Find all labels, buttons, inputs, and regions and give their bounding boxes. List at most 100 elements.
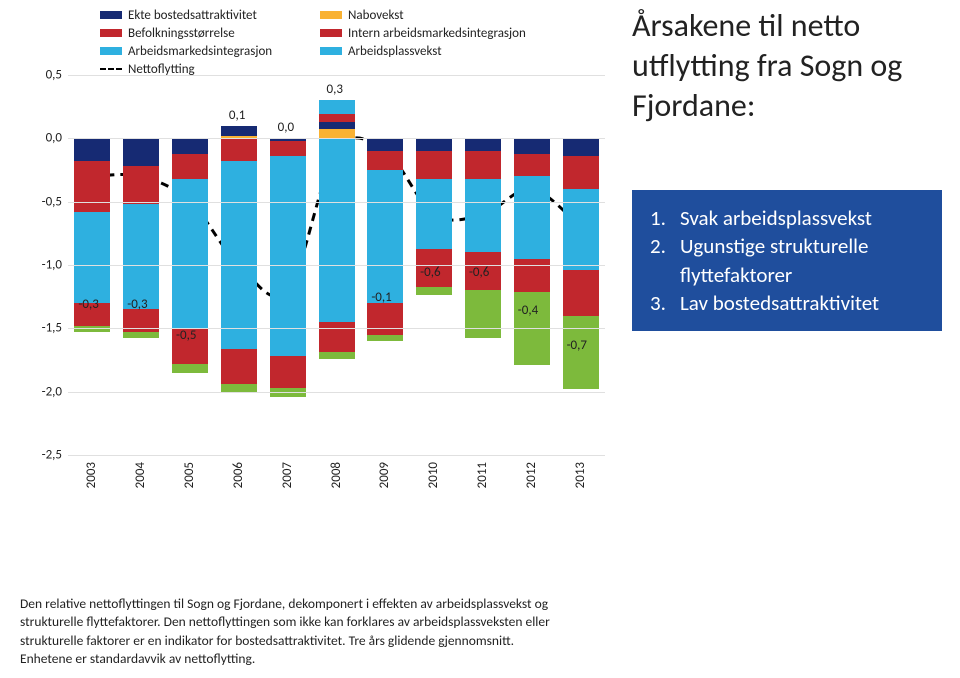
bar-segment xyxy=(172,364,208,373)
x-tick-label: 2004 xyxy=(133,462,148,488)
summary-row: 1. Svak arbeidsplassvekst xyxy=(650,204,928,232)
bar-segment xyxy=(172,138,208,153)
bar-segment xyxy=(367,151,403,170)
summary-row: 3.Lav bostedsattraktivitet xyxy=(650,289,928,317)
bar-segment xyxy=(514,154,550,177)
bar-segment xyxy=(172,154,208,179)
legend-swatch xyxy=(320,29,342,37)
y-tick-label: -1,5 xyxy=(42,321,62,336)
bar-segment xyxy=(465,179,501,252)
y-tick-label: -0,5 xyxy=(42,194,62,209)
bar-segment xyxy=(270,356,306,388)
legend-swatch xyxy=(320,11,342,19)
bar-segment xyxy=(74,138,110,161)
legend-item: Arbeidsplassvekst xyxy=(320,42,570,60)
bar-segment xyxy=(221,126,257,136)
gridline xyxy=(68,328,605,329)
legend-dashline xyxy=(100,68,122,70)
legend-item: Befolkningsstørrelse xyxy=(100,24,310,42)
x-tick-label: 2007 xyxy=(280,462,295,488)
bar-segment xyxy=(367,138,403,151)
x-tick-label: 2009 xyxy=(377,462,392,488)
value-label: -0,7 xyxy=(567,338,587,353)
gridline xyxy=(68,75,605,76)
bar-segment xyxy=(514,138,550,153)
bar-segment xyxy=(563,138,599,156)
x-tick-label: 2010 xyxy=(426,462,441,488)
gridline xyxy=(68,455,605,456)
bar-segment xyxy=(319,122,355,130)
x-tick-label: 2008 xyxy=(329,462,344,488)
bar-segment xyxy=(74,161,110,212)
bar-segment xyxy=(319,129,355,138)
bar-segment xyxy=(367,170,403,303)
summary-text: Svak arbeidsplassvekst xyxy=(680,204,872,232)
summary-row: 2.Ugunstige strukturelle flyttefaktorer xyxy=(650,232,928,289)
value-label: -0,4 xyxy=(518,303,538,318)
legend-label: Nabovekst xyxy=(348,8,404,23)
y-tick-label: -2,0 xyxy=(42,384,62,399)
value-label: 0,3 xyxy=(327,82,343,97)
legend-label: Intern arbeidsmarkedsintegrasjon xyxy=(348,26,526,41)
y-tick-label: -2,5 xyxy=(42,448,62,463)
bar-segment xyxy=(416,287,452,296)
gridline xyxy=(68,138,605,139)
caption: Den relative nettoflyttingen til Sogn og… xyxy=(20,595,550,668)
bar-segment xyxy=(221,161,257,348)
y-tick-label: -1,0 xyxy=(42,258,62,273)
summary-text: Lav bostedsattraktivitet xyxy=(680,289,879,317)
legend: Ekte bostedsattraktivitet Befolkningsstø… xyxy=(100,6,570,78)
x-tick-label: 2011 xyxy=(475,462,490,488)
legend-item: Nabovekst xyxy=(320,6,570,24)
summary-text: Ugunstige strukturelle flyttefaktorer xyxy=(680,232,928,289)
x-tick-label: 2013 xyxy=(573,462,588,488)
value-label: -0,6 xyxy=(420,265,440,280)
bar-segment xyxy=(123,166,159,204)
bar-segment xyxy=(367,335,403,341)
bar-segment xyxy=(319,322,355,352)
bar-segment xyxy=(416,179,452,249)
chart: 0,50,0-0,5-1,0-1,5-2,0-2,5 -0,3-0,3-0,50… xyxy=(20,75,605,455)
value-label: 0,1 xyxy=(229,108,245,123)
legend-swatch xyxy=(320,47,342,55)
value-label: -0,5 xyxy=(176,328,196,343)
summary-num: 2. xyxy=(650,232,666,289)
bar-segment xyxy=(270,141,306,156)
bar-segment xyxy=(221,349,257,384)
y-axis: 0,50,0-0,5-1,0-1,5-2,0-2,5 xyxy=(20,75,68,455)
bar-segment xyxy=(319,352,355,358)
bar-segment xyxy=(563,270,599,316)
legend-label: Ekte bostedsattraktivitet xyxy=(128,8,257,23)
legend-swatch xyxy=(100,47,122,55)
legend-col: Nabovekst Intern arbeidsmarkedsintegrasj… xyxy=(320,6,570,78)
legend-item: Arbeidsmarkedsintegrasjon xyxy=(100,42,310,60)
legend-swatch xyxy=(100,29,122,37)
summary-box: 1. Svak arbeidsplassvekst 2.Ugunstige str… xyxy=(632,190,942,331)
summary-num: 1. xyxy=(650,204,666,232)
bar-segment xyxy=(123,204,159,309)
legend-label: Befolkningsstørrelse xyxy=(128,26,235,41)
bar-segment xyxy=(465,138,501,151)
y-tick-label: 0,5 xyxy=(46,68,62,83)
value-label: 0,0 xyxy=(278,120,294,135)
bar-segment xyxy=(514,259,550,292)
x-tick-label: 2003 xyxy=(84,462,99,488)
bar-segment xyxy=(416,138,452,151)
value-label: -0,3 xyxy=(78,297,98,312)
value-label: -0,6 xyxy=(469,265,489,280)
x-tick-label: 2006 xyxy=(231,462,246,488)
bar-segment xyxy=(74,212,110,303)
bar-segment xyxy=(319,100,355,114)
bar-segment xyxy=(514,176,550,258)
value-label: -0,3 xyxy=(127,297,147,312)
bar-segment xyxy=(465,151,501,179)
legend-item: Intern arbeidsmarkedsintegrasjon xyxy=(320,24,570,42)
legend-label: Arbeidsmarkedsintegrasjon xyxy=(128,44,272,59)
value-label: -0,1 xyxy=(371,290,391,305)
bar-segment xyxy=(319,114,355,122)
bar-segment xyxy=(367,303,403,335)
legend-col: Ekte bostedsattraktivitet Befolkningsstø… xyxy=(100,6,310,78)
x-axis: 2003200420052006200720082009201020112012… xyxy=(68,462,608,552)
bar-segment xyxy=(319,138,355,322)
bar-segment xyxy=(221,138,257,161)
